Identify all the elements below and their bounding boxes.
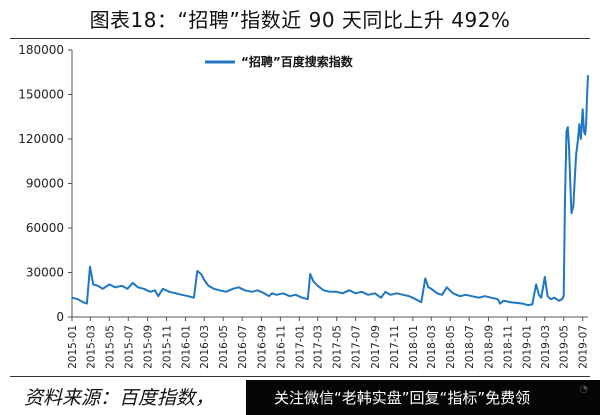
watermark-text: 关注微信“老韩实盘”回复“指标”免费领 (274, 389, 531, 407)
legend: “招聘”百度搜索指数 (205, 54, 354, 69)
top-divider (10, 38, 590, 39)
x-tick-label: 2017-11 (389, 325, 401, 369)
y-tick-label: 0 (56, 310, 64, 324)
x-tick-label: 2017-05 (332, 325, 344, 369)
x-tick-label: 2016-01 (181, 325, 193, 369)
y-tick-label: 90000 (26, 177, 64, 191)
x-tick-label: 2017-09 (370, 325, 382, 369)
x-tick-label: 2018-09 (483, 325, 495, 369)
x-tick-label: 2015-09 (143, 325, 155, 369)
bottom-divider (10, 376, 590, 377)
x-tick-label: 2018-05 (445, 325, 457, 369)
x-tick-label: 2019-01 (521, 325, 533, 369)
y-tick-label: 150000 (18, 88, 64, 102)
x-tick-label: 2015-11 (162, 325, 174, 369)
x-tick-label: 2016-09 (256, 325, 268, 369)
x-tick-label: 2015-03 (85, 325, 97, 369)
series-lines (71, 75, 589, 307)
legend-label: “招聘”百度搜索指数 (241, 54, 354, 69)
x-tick-label: 2019-07 (578, 325, 590, 369)
x-tick-label: 2016-03 (199, 325, 211, 369)
y-tick-label: 60000 (26, 221, 64, 235)
wechat-icon: ◔ (579, 384, 588, 395)
y-tick-label: 30000 (26, 266, 64, 280)
chart-title: 图表18：“招聘”指数近 90 天同比上升 492% (89, 7, 511, 32)
x-axis-ticks: 2015-01 2015-03 2015-05 2015-07 2015-09 2015-… (67, 317, 590, 369)
x-tick-label: 2019-03 (540, 325, 552, 369)
x-tick-label: 2018-01 (408, 325, 420, 369)
x-tick-label: 2017-03 (313, 325, 325, 369)
source-text: 资料来源：百度指数， (24, 386, 215, 409)
x-tick-label: 2016-07 (237, 325, 249, 369)
series-line (71, 75, 589, 307)
chart-area: 0 30000 60000 90000 120000 150000 180000 2015-… (0, 40, 600, 375)
x-tick-label: 2017-01 (294, 325, 306, 369)
x-tick-label: 2018-07 (464, 325, 476, 369)
x-tick-label: 2015-05 (104, 325, 116, 369)
watermark-banner: 关注微信“老韩实盘”回复“指标”免费领 ◔ (246, 380, 600, 415)
x-tick-label: 2018-11 (502, 325, 514, 369)
y-tick-label: 180000 (18, 43, 64, 57)
y-axis-ticks: 0 30000 60000 90000 120000 150000 180000 (18, 43, 72, 324)
x-tick-label: 2015-01 (67, 325, 79, 369)
line-chart: 0 30000 60000 90000 120000 150000 180000 2015-… (18, 43, 590, 369)
x-tick-label: 2015-07 (123, 325, 135, 369)
x-tick-label: 2016-05 (218, 325, 230, 369)
axes (71, 50, 588, 318)
y-tick-label: 120000 (18, 132, 64, 146)
x-tick-label: 2019-05 (559, 325, 571, 369)
x-tick-label: 2018-03 (426, 325, 438, 369)
x-tick-label: 2016-11 (275, 325, 287, 369)
x-tick-label: 2017-07 (351, 325, 363, 369)
